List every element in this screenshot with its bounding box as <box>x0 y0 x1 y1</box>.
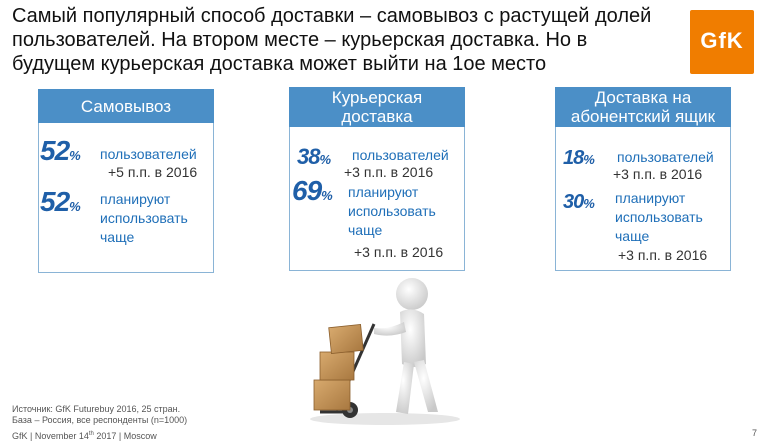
logo-text: GfK <box>700 28 744 53</box>
slide-title: Самый популярный способ доставки – самов… <box>12 5 652 75</box>
delivery-figure-illustration <box>310 278 460 425</box>
card-pobox-header: Доставка на абонентский ящик <box>555 87 731 127</box>
card-courier-users-change: +3 п.п. в 2016 <box>344 164 434 180</box>
gfk-logo: GfK <box>690 10 754 74</box>
card-pickup-plan-label-2: использовать <box>100 210 188 226</box>
shadow <box>310 413 460 425</box>
card-courier-header-line-1: Курьерская <box>331 88 423 107</box>
page-number: 7 <box>751 428 757 438</box>
card-pobox-plan-label-3: чаще <box>615 228 650 244</box>
card-pickup-users-label: пользователей <box>100 146 197 162</box>
card-pobox-plan-label-2: использовать <box>615 209 703 225</box>
card-pickup-header-text: Самовывоз <box>80 97 172 116</box>
card-courier-plan-pct: 69% <box>292 175 333 206</box>
figure-body <box>400 309 426 367</box>
card-courier-header-line-2: доставка <box>341 107 413 126</box>
card-courier-plan-label-3: чаще <box>348 222 383 238</box>
card-courier-users-pct: 38% <box>297 144 332 169</box>
card-pobox-header-line-1: Доставка на <box>594 88 692 107</box>
card-pickup-plan-label-3: чаще <box>100 229 135 245</box>
card-pobox-plan-label-1: планируют <box>615 190 686 206</box>
card-courier-users-label: пользователей <box>352 147 449 163</box>
card-courier-plan-label-2: использовать <box>348 203 436 219</box>
box-top <box>328 323 364 355</box>
card-pobox-users-pct: 18% <box>563 147 595 169</box>
card-pobox-header-line-2: абонентский ящик <box>570 107 716 126</box>
figure-head <box>396 278 428 310</box>
box-bottom <box>313 379 351 411</box>
card-pickup <box>38 122 214 273</box>
card-pickup-users-change: +5 п.п. в 2016 <box>108 164 198 180</box>
footer-company: GfK | November 14th 2017 | Moscow <box>12 431 157 441</box>
card-pobox <box>555 126 731 271</box>
card-pickup-plan-label-1: планируют <box>100 191 171 207</box>
footer-base: База – Россия, все респонденты (n=1000) <box>12 415 188 425</box>
card-courier <box>289 126 465 271</box>
card-courier-header: Курьерская доставка <box>289 87 465 127</box>
footer-source: Источник: GfK Futurebuy 2016, 25 стран. <box>12 404 181 414</box>
card-pobox-plan-change: +3 п.п. в 2016 <box>618 247 708 263</box>
card-pickup-users-pct: 52% <box>40 135 81 166</box>
box-middle <box>319 351 355 381</box>
figure-arm <box>374 322 406 336</box>
figure-leg-front <box>396 362 414 414</box>
card-courier-plan-label-1: планируют <box>348 184 419 200</box>
card-courier-plan-change: +3 п.п. в 2016 <box>354 244 444 260</box>
card-pobox-users-change: +3 п.п. в 2016 <box>613 166 703 182</box>
figure-leg-back <box>414 360 438 412</box>
card-pickup-header: Самовывоз <box>38 89 214 123</box>
card-pobox-plan-pct: 30% <box>563 191 595 213</box>
card-pobox-users-label: пользователей <box>617 149 714 165</box>
card-pickup-plan-pct: 52% <box>40 186 81 217</box>
